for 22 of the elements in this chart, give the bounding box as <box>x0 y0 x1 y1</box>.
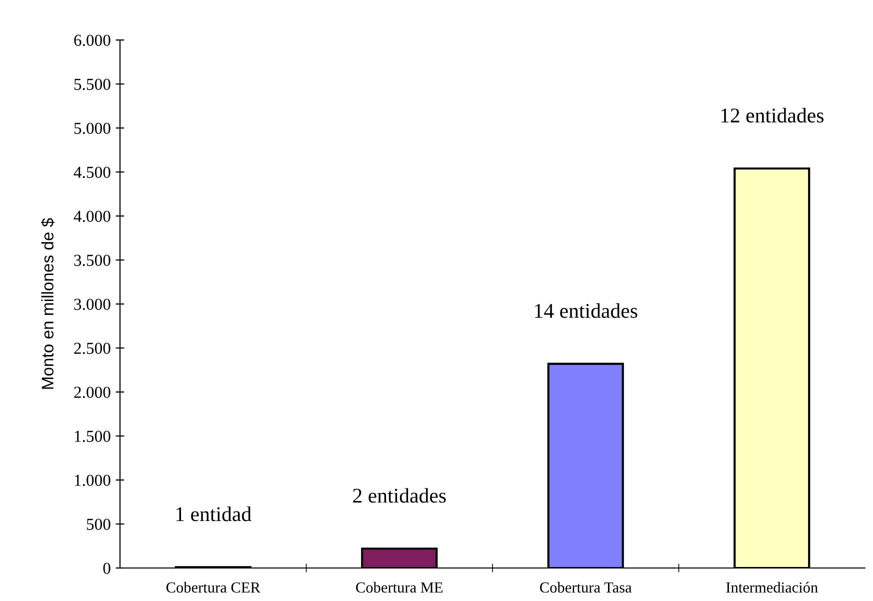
y-tick-label: 0 <box>103 562 110 574</box>
y-tick-label: 6.000 <box>74 34 110 46</box>
x-tick-label: Cobertura CER <box>166 582 260 593</box>
y-tick-label: 500 <box>86 518 110 530</box>
y-tick-label: 1.500 <box>74 430 110 442</box>
y-tick-label: 2.000 <box>74 386 110 398</box>
annotation: 1 entidad <box>176 506 252 522</box>
y-tick-label: 5.500 <box>74 78 110 90</box>
y-tick-label: 3.500 <box>74 254 110 266</box>
annotation: 2 entidades <box>353 488 446 503</box>
x-tick-label: Intermediación <box>726 582 818 593</box>
y-tick-label: 4.000 <box>74 210 110 222</box>
y-tick-label: 2.500 <box>74 342 110 354</box>
y-axis-title: Monto en millones de $ <box>41 218 55 389</box>
x-tick-label: Cobertura ME <box>356 582 443 593</box>
y-tick-label: 1.000 <box>74 474 110 486</box>
y-tick-label: 3.000 <box>74 298 110 310</box>
x-tick-label: Cobertura Tasa <box>540 582 632 593</box>
y-tick-label: 5.000 <box>74 122 110 134</box>
y-tick-label: 4.500 <box>74 166 110 178</box>
annotation: 12 entidades <box>721 108 824 123</box>
annotation: 14 entidades <box>535 303 638 318</box>
